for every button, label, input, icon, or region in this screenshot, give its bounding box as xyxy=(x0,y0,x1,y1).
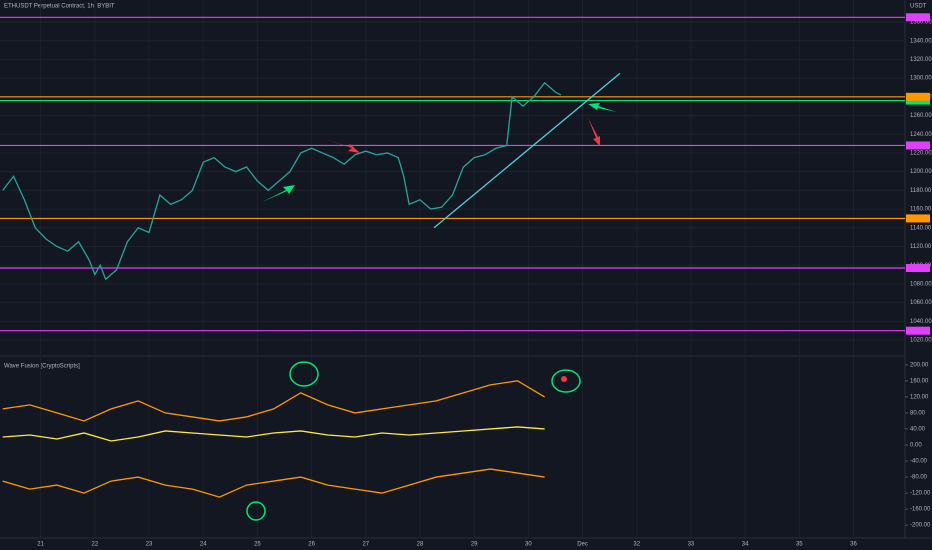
red-arrow xyxy=(322,138,360,153)
red-arrow xyxy=(588,118,600,146)
y-tick-label: 1120.00 xyxy=(910,244,932,250)
x-tick-label: 32 xyxy=(633,542,640,548)
circle-mark xyxy=(551,369,581,393)
x-tick-label: Dec xyxy=(577,542,588,548)
price-line xyxy=(2,81,562,281)
x-tick-label: 26 xyxy=(308,542,315,548)
x-tick-label: 36 xyxy=(850,542,857,548)
y-tick-label: 1320.00 xyxy=(910,57,932,63)
indicator-line xyxy=(2,426,545,442)
x-tick-label: 29 xyxy=(471,542,478,548)
y-tick-label: 160.00 xyxy=(910,378,929,384)
y-tick-label: -40.00 xyxy=(910,459,928,465)
y-tick-label: -160.00 xyxy=(910,507,931,513)
y-tick-label: 120.00 xyxy=(910,394,929,400)
y-tick-label: 1240.00 xyxy=(910,132,932,138)
circle-mark xyxy=(289,361,319,387)
y-tick-label: 1180.00 xyxy=(910,188,932,194)
indicator-line xyxy=(2,468,545,498)
y-tick-label: 1040.00 xyxy=(910,319,932,325)
y-tick-label: 1360.00 xyxy=(910,20,932,26)
level-tag xyxy=(906,326,930,335)
x-tick-label: 34 xyxy=(742,542,749,548)
y-tick-label: 1200.00 xyxy=(910,169,932,175)
level-tag xyxy=(906,214,930,223)
green-arrow xyxy=(262,185,295,202)
y-tick-label: -120.00 xyxy=(910,491,931,497)
level-tag xyxy=(906,141,930,150)
level-tag xyxy=(906,13,930,22)
y-tick-label: -80.00 xyxy=(910,475,928,481)
dot xyxy=(561,376,567,382)
y-tick-label: 200.00 xyxy=(910,362,929,368)
trendline xyxy=(433,72,621,229)
x-tick-label: 24 xyxy=(200,542,207,548)
x-tick-label: 27 xyxy=(362,542,369,548)
y-tick-label: -200.00 xyxy=(910,523,931,529)
x-tick-label: 22 xyxy=(91,542,98,548)
x-tick-label: 28 xyxy=(417,542,424,548)
circle-mark xyxy=(246,501,266,521)
y-tick-label: 1060.00 xyxy=(910,300,932,306)
y-tick-label: 0.00 xyxy=(910,443,922,449)
level-tag xyxy=(906,264,930,273)
level-tag xyxy=(906,92,930,101)
x-tick-label: 35 xyxy=(796,542,803,548)
y-tick-label: 1020.00 xyxy=(910,338,932,344)
x-tick-label: 30 xyxy=(525,542,532,548)
y-tick-label: 80.00 xyxy=(910,411,926,417)
y-tick-label: 1340.00 xyxy=(910,38,932,44)
green-arrow xyxy=(588,103,617,112)
x-tick-label: 33 xyxy=(688,542,695,548)
y-tick-label: 1260.00 xyxy=(910,113,932,119)
y-tick-label: 1220.00 xyxy=(910,151,932,157)
indicator-line xyxy=(2,380,545,422)
y-tick-label: 40.00 xyxy=(910,427,926,433)
chart-title: ETHUSDT Perpetual Contract, 1h, BYBIT xyxy=(4,4,115,10)
y-tick-label: 1160.00 xyxy=(910,207,932,213)
x-tick-label: 23 xyxy=(146,542,153,548)
indicator-title: Wave Fusion [CryptoScripts] xyxy=(4,364,80,370)
y-tick-label: 1300.00 xyxy=(910,76,932,82)
y-tick-label: 1080.00 xyxy=(910,281,932,287)
x-tick-label: 25 xyxy=(254,542,261,548)
x-tick-label: 21 xyxy=(37,542,44,548)
y-tick-label: 1140.00 xyxy=(910,225,932,231)
unit-label: USDT xyxy=(910,4,927,10)
